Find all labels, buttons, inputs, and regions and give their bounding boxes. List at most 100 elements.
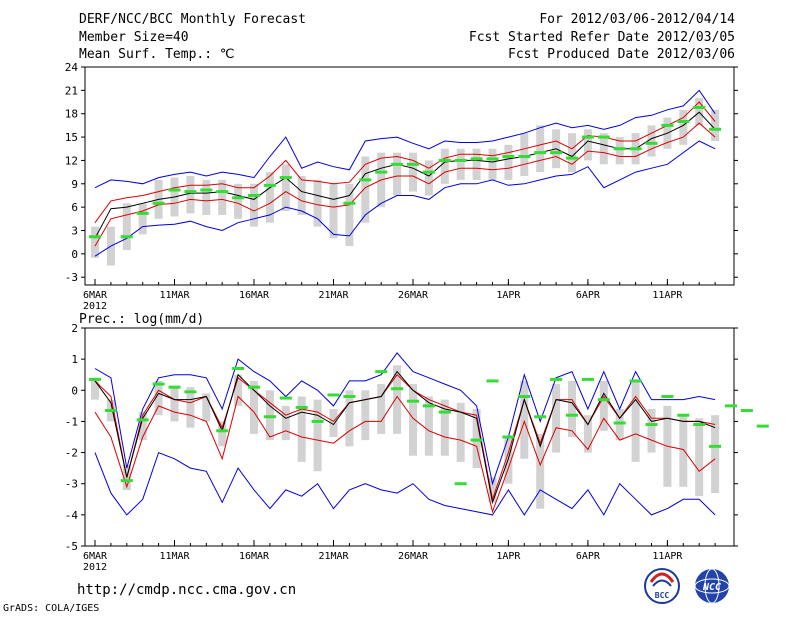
range-bar — [456, 148, 465, 180]
y-tick-label: -3 — [65, 271, 78, 284]
range-bar — [361, 156, 370, 223]
range-bar — [91, 226, 99, 258]
ncc-logo-icon: NCC — [694, 568, 730, 604]
x-tick-label: 11MAR — [159, 551, 190, 562]
series-line — [94, 370, 716, 505]
range-bar — [472, 148, 481, 180]
range-bar — [234, 183, 243, 219]
temperature-panel: -3 0 3 6 9 12 15 18 21 24 6MAR 11MAR 16MAR 21MAR 26MAR… — [65, 61, 738, 312]
y-tick-label: 21 — [65, 84, 78, 97]
y-tick-label: 1 — [71, 353, 78, 366]
range-bar — [424, 396, 433, 456]
y-tick-label: -1 — [65, 415, 78, 428]
y-tick-label: 0 — [71, 384, 78, 397]
ncc-logo-text: NCC — [702, 582, 721, 593]
range-bar — [297, 396, 306, 462]
x-year-label: 2012 — [83, 562, 107, 573]
range-bar — [122, 203, 131, 250]
series-line — [94, 395, 716, 514]
range-bar — [393, 152, 402, 196]
range-bar — [504, 437, 513, 484]
x-tick-label: 26MAR — [398, 290, 429, 301]
y-tick-label: 12 — [65, 154, 78, 167]
range-bar — [265, 390, 274, 441]
range-bar — [695, 418, 704, 497]
range-bar — [377, 384, 386, 434]
series-line — [94, 451, 716, 516]
range-bar — [583, 129, 592, 161]
range-bar — [218, 421, 227, 447]
series-line — [94, 352, 716, 486]
range-bar — [615, 137, 624, 165]
y-tick-label: 3 — [71, 225, 78, 238]
y-tick-label: 18 — [65, 108, 78, 121]
range-bar — [313, 179, 322, 227]
range-bar — [520, 380, 529, 459]
range-bar — [91, 377, 99, 400]
range-bar — [568, 133, 576, 173]
range-bar — [202, 179, 211, 215]
series-line — [94, 122, 716, 247]
range-bar — [281, 405, 290, 441]
range-bar — [472, 408, 481, 469]
plot-frame — [84, 66, 735, 286]
series-line — [94, 89, 716, 189]
range-bar — [281, 164, 290, 212]
range-bar — [393, 365, 402, 434]
range-bar — [504, 144, 513, 180]
x-tick-label: 6MAR — [83, 290, 108, 301]
y-tick-label: 6 — [71, 201, 78, 214]
y-tick-label: -5 — [65, 540, 78, 553]
y-tick-label: 24 — [65, 61, 79, 74]
chart-title: DERF/NCC/BCC Monthly Forecast — [79, 12, 306, 27]
range-bar — [488, 148, 497, 180]
range-bar — [424, 160, 433, 196]
range-bar — [679, 109, 688, 145]
range-bar — [440, 399, 449, 456]
range-bar — [647, 125, 656, 157]
grads-credit: GrADS: COLA/IGES — [3, 603, 100, 614]
x-tick-label: 26MAR — [398, 551, 429, 562]
series-line — [94, 101, 716, 223]
series-line — [94, 140, 716, 257]
forecast-produced-date: Fcst Produced Date 2012/03/06 — [508, 47, 735, 62]
range-bar — [679, 415, 688, 487]
source-url[interactable]: http://cmdp.ncc.cma.gov.cn — [77, 582, 297, 598]
range-bar — [329, 183, 338, 239]
range-bar — [297, 176, 306, 215]
range-bar — [536, 125, 545, 173]
range-bar — [536, 433, 545, 509]
x-tick-label: 11APR — [652, 551, 683, 562]
range-bar — [345, 183, 354, 247]
bcc-logo-icon: BCC — [644, 568, 680, 604]
range-bar — [456, 402, 465, 462]
range-bar — [583, 415, 592, 453]
member-size: Member Size=40 — [79, 30, 189, 45]
range-bar — [409, 152, 417, 192]
range-bar — [138, 412, 147, 441]
variable-label: Mean Surf. Temp.: ℃ — [79, 47, 235, 62]
x-tick-label: 16MAR — [239, 290, 270, 301]
range-bar — [440, 148, 449, 184]
y-tick-label: -4 — [65, 509, 79, 522]
range-bar — [361, 390, 370, 441]
x-tick-label: 6APR — [576, 551, 601, 562]
range-bar — [218, 179, 227, 215]
range-bar — [154, 380, 163, 416]
range-bar — [409, 384, 417, 456]
plot-frame — [84, 327, 735, 547]
x-tick-label: 16MAR — [239, 551, 270, 562]
range-bar — [520, 133, 529, 176]
range-bar — [202, 393, 211, 422]
range-bar — [568, 380, 576, 437]
x-tick-label: 11MAR — [159, 290, 190, 301]
precipitation-panel-title: Prec.: log(mm/d) — [79, 312, 204, 327]
range-bar — [488, 477, 497, 503]
range-bar — [250, 380, 258, 434]
range-bar — [615, 408, 624, 441]
x-tick-label: 6APR — [576, 290, 601, 301]
range-bar — [170, 387, 179, 422]
x-tick-label: 11APR — [652, 290, 683, 301]
